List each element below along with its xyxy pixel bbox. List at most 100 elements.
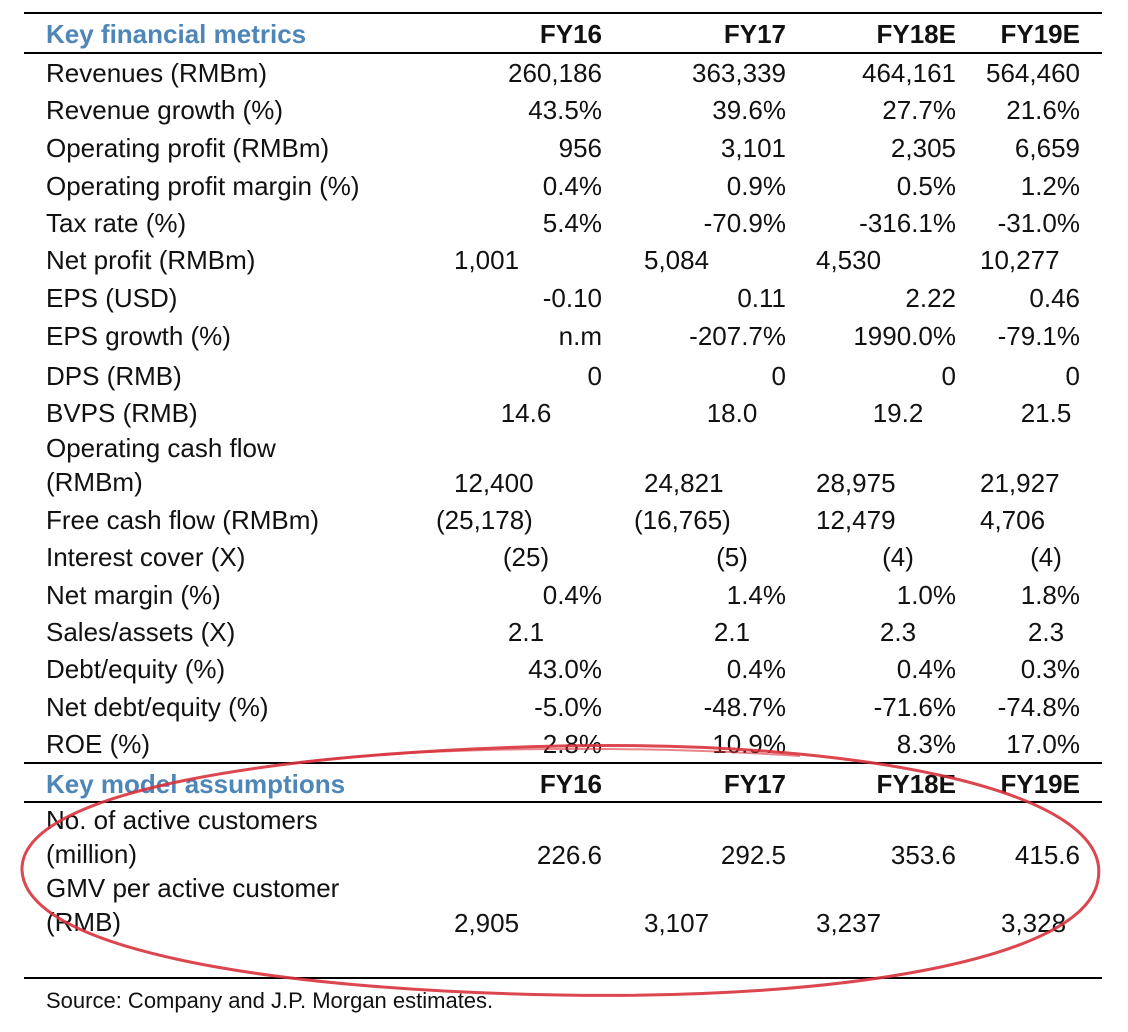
table-bottom-rule [24, 977, 1102, 979]
cell-value: 10.9% [712, 729, 786, 759]
cell-value: 415.6 [1014, 840, 1080, 870]
cell-value: -74.8% [997, 692, 1080, 722]
source-note: Source: Company and J.P. Morgan estimate… [46, 988, 494, 1013]
cell-value: 1.8% [1020, 580, 1080, 610]
row-label: No. of active customers (million) [46, 805, 318, 869]
assumptions-title: Key model assumptions [46, 769, 346, 799]
cell-value: (4) [1030, 542, 1062, 572]
column-header-fy18e: FY18E [876, 19, 957, 49]
cell-value: 956 [558, 133, 602, 163]
cell-value: 21.6% [1006, 95, 1080, 125]
cell-value: -31.0% [997, 208, 1080, 238]
cell-value: 27.7% [882, 95, 956, 125]
cell-value: 0.4% [542, 171, 602, 201]
table-row: Debt/equity (%) 43.0% 0.4% 0.4% 0.3% [46, 651, 1086, 687]
cell-value: 14.6 [500, 398, 552, 428]
cell-value: 564,460 [986, 58, 1080, 88]
cell-value: 0 [587, 361, 602, 391]
cell-value: 43.5% [528, 95, 602, 125]
cell-value: 1990.0% [853, 321, 956, 351]
row-label: Sales/assets (X) [46, 617, 236, 647]
row-label: Revenue growth (%) [46, 95, 283, 125]
table-row: EPS growth (%) n.m -207.7% 1990.0% -79.1… [46, 318, 1086, 354]
table-row: Operating profit (RMBm) 956 3,101 2,305 … [46, 130, 1086, 166]
row-label: EPS (USD) [46, 283, 178, 313]
cell-value: 2.3 [1027, 617, 1065, 647]
row-label: Net margin (%) [46, 580, 221, 610]
cell-value: 0.4% [726, 654, 786, 684]
table-row: Operating profit margin (%) 0.4% 0.9% 0.… [46, 168, 1086, 204]
table-row: DPS (RMB) 0 0 0 0 [46, 358, 1086, 394]
cell-value: 5.4% [542, 208, 602, 238]
cell-value: -48.7% [703, 692, 786, 722]
cell-value: 0 [771, 361, 786, 391]
cell-value: 3,328 [1001, 908, 1067, 938]
cell-value: 12,400 [454, 468, 534, 498]
cell-value: 10,277 [980, 245, 1060, 275]
cell-value: -71.6% [873, 692, 956, 722]
cell-value: 3,107 [644, 908, 710, 938]
table-row: Revenue growth (%) 43.5% 39.6% 27.7% 21.… [46, 92, 1086, 128]
cell-value: 8.3% [896, 729, 956, 759]
row-label: Free cash flow (RMBm) [46, 505, 320, 535]
row-label: Tax rate (%) [46, 208, 187, 238]
table-row: Tax rate (%) 5.4% -70.9% -316.1% -31.0% [46, 205, 1086, 241]
cell-value: 0.4% [896, 654, 956, 684]
column-header-fy18e: FY18E [876, 769, 957, 799]
cell-value: 292.5 [720, 840, 786, 870]
cell-value: -79.1% [997, 321, 1080, 351]
cell-value: 1,001 [454, 245, 520, 275]
cell-value: (5) [716, 542, 748, 572]
table-row: BVPS (RMB) 14.6 18.0 19.2 21.5 [46, 395, 1086, 431]
cell-value: 363,339 [692, 58, 786, 88]
column-header-fy16: FY16 [539, 769, 602, 799]
cell-value: -316.1% [859, 208, 956, 238]
row-label: ROE (%) [46, 729, 150, 759]
cell-value: (25,178) [436, 505, 533, 535]
row-label: Operating cash flow (RMBm) [46, 433, 276, 497]
cell-value: 1.0% [896, 580, 956, 610]
table-row: ROE (%) 2.8% 10.9% 8.3% 17.0% [46, 726, 1086, 762]
cell-value: 2.3 [879, 617, 917, 647]
cell-value: 2,305 [890, 133, 956, 163]
row-label: EPS growth (%) [46, 321, 231, 351]
table-row: Free cash flow (RMBm) (25,178) (16,765) … [46, 502, 1086, 538]
cell-value: 3,237 [816, 908, 882, 938]
cell-value: 18.0 [706, 398, 758, 428]
cell-value: 12,479 [816, 505, 896, 535]
table-row: Operating cash flow (RMBm) 12,400 24,821 … [46, 431, 1086, 501]
cell-value: 0.5% [896, 171, 956, 201]
table-row: Revenues (RMBm) 260,186 363,339 464,161 … [46, 55, 1086, 91]
cell-value: 2.1 [507, 617, 545, 647]
section-rule [24, 762, 1102, 764]
cell-value: 5,084 [644, 245, 710, 275]
cell-value: 260,186 [508, 58, 602, 88]
table-row: Net margin (%) 0.4% 1.4% 1.0% 1.8% [46, 577, 1086, 613]
cell-value: 1.4% [726, 580, 786, 610]
column-header-fy17: FY17 [723, 769, 786, 799]
cell-value: 2,905 [454, 908, 520, 938]
row-label: GMV per active customer (RMB) [46, 873, 340, 937]
table-top-rule [24, 12, 1102, 14]
cell-value: 0.4% [542, 580, 602, 610]
cell-value: 17.0% [1006, 729, 1080, 759]
cell-value: 28,975 [816, 468, 896, 498]
cell-value: 21.5 [1020, 398, 1072, 428]
table-row: GMV per active customer (RMB) 2,905 3,107… [46, 871, 1086, 941]
column-header-fy16: FY16 [539, 19, 602, 49]
cell-value: 0.9% [726, 171, 786, 201]
cell-value: 1.2% [1020, 171, 1080, 201]
table-row: No. of active customers (million) 226.6 2… [46, 803, 1086, 873]
cell-value: 39.6% [712, 95, 786, 125]
cell-value: 464,161 [862, 58, 956, 88]
cell-value: 2.22 [905, 283, 956, 313]
metrics-title: Key financial metrics [46, 19, 307, 49]
row-label: Net debt/equity (%) [46, 692, 269, 722]
cell-value: (25) [502, 542, 550, 572]
row-label: Operating profit margin (%) [46, 171, 360, 201]
table-row: EPS (USD) -0.10 0.11 2.22 0.46 [46, 280, 1086, 316]
cell-value: 43.0% [528, 654, 602, 684]
assumptions-header-row: Key model assumptions FY16 FY17 FY18E FY… [46, 766, 1086, 802]
row-label: Debt/equity (%) [46, 654, 226, 684]
cell-value: 4,706 [980, 505, 1046, 535]
